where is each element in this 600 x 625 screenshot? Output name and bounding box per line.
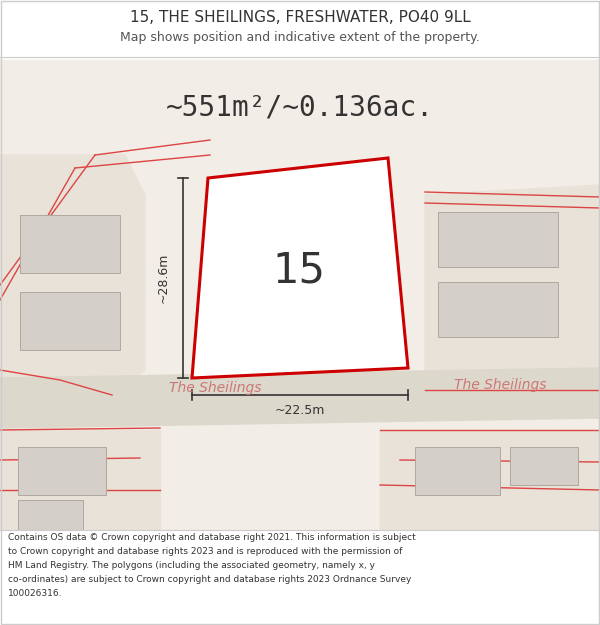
Bar: [510, 447, 578, 485]
Text: HM Land Registry. The polygons (including the associated geometry, namely x, y: HM Land Registry. The polygons (includin…: [8, 561, 375, 569]
Text: Map shows position and indicative extent of the property.: Map shows position and indicative extent…: [120, 31, 480, 44]
Bar: [0, 530, 600, 625]
Text: ~551m²/~0.136ac.: ~551m²/~0.136ac.: [166, 94, 434, 122]
Text: The Sheilings: The Sheilings: [169, 381, 261, 395]
Polygon shape: [425, 185, 600, 405]
Text: co-ordinates) are subject to Crown copyright and database rights 2023 Ordnance S: co-ordinates) are subject to Crown copyr…: [8, 574, 412, 584]
Bar: [415, 447, 500, 495]
Polygon shape: [380, 430, 600, 530]
Polygon shape: [0, 155, 145, 395]
Text: ~28.6m: ~28.6m: [157, 253, 170, 303]
Text: 15, THE SHEILINGS, FRESHWATER, PO40 9LL: 15, THE SHEILINGS, FRESHWATER, PO40 9LL: [130, 11, 470, 26]
Bar: [0, 0, 600, 57]
Polygon shape: [0, 430, 160, 530]
Text: ~22.5m: ~22.5m: [275, 404, 325, 416]
Polygon shape: [0, 368, 600, 428]
Bar: [20, 215, 120, 273]
Bar: [438, 282, 558, 337]
Polygon shape: [192, 158, 408, 378]
Text: 15: 15: [272, 249, 325, 291]
Bar: [18, 447, 106, 495]
Text: The Sheilings: The Sheilings: [454, 378, 546, 392]
Text: Contains OS data © Crown copyright and database right 2021. This information is : Contains OS data © Crown copyright and d…: [8, 532, 416, 541]
Text: to Crown copyright and database rights 2023 and is reproduced with the permissio: to Crown copyright and database rights 2…: [8, 546, 403, 556]
Bar: [18, 500, 83, 530]
Text: 100026316.: 100026316.: [8, 589, 62, 598]
Bar: [0, 60, 600, 530]
Bar: [438, 212, 558, 267]
Bar: [20, 292, 120, 350]
